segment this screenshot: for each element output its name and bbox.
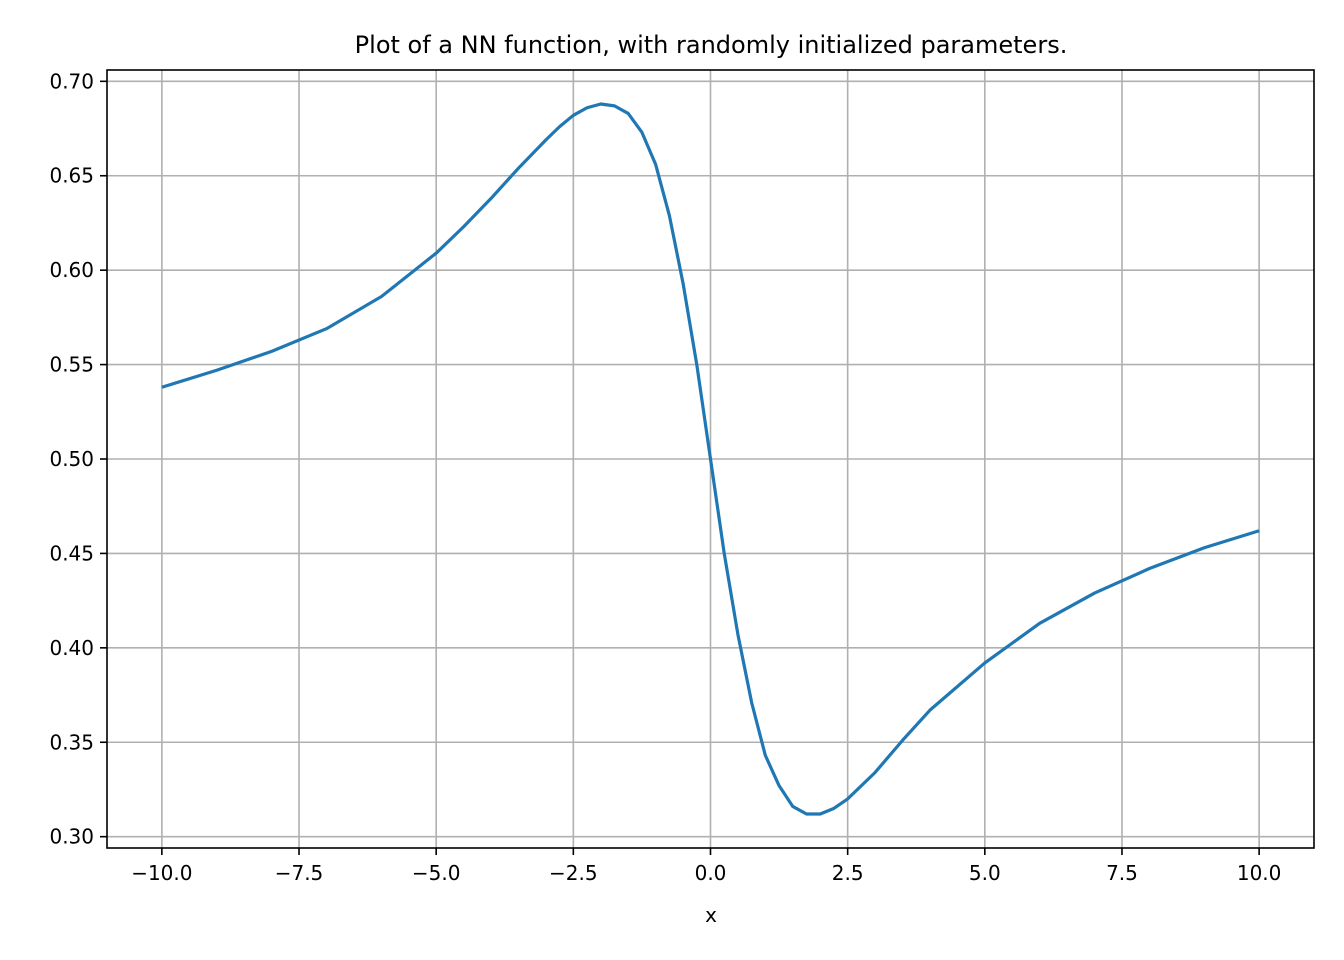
- y-tick-label: 0.65: [49, 164, 94, 188]
- x-tick-label: 10.0: [1237, 861, 1282, 885]
- y-tick-label: 0.70: [49, 69, 94, 93]
- chart-title: Plot of a NN function, with randomly ini…: [355, 31, 1068, 59]
- x-tick-label: 2.5: [832, 861, 864, 885]
- y-tick-label: 0.60: [49, 258, 94, 282]
- x-tick-label: 7.5: [1106, 861, 1138, 885]
- y-tick-label: 0.50: [49, 447, 94, 471]
- x-axis: −10.0 −7.5 −5.0 −2.5 0.0 2.5 5.0 7.5 10.0: [131, 848, 1281, 885]
- x-tick-label: −5.0: [412, 861, 461, 885]
- x-tick-label: −10.0: [131, 861, 192, 885]
- y-tick-label: 0.40: [49, 636, 94, 660]
- x-axis-label: x: [705, 903, 717, 927]
- y-tick-label: 0.35: [49, 730, 94, 754]
- x-tick-label: −2.5: [549, 861, 598, 885]
- series-layer: [161, 102, 1260, 816]
- y-tick-label: 0.30: [49, 825, 94, 849]
- x-tick-label: −7.5: [275, 861, 324, 885]
- y-tick-label: 0.45: [49, 541, 94, 565]
- y-tick-label: 0.55: [49, 353, 94, 377]
- series-line: [161, 102, 1260, 816]
- x-tick-label: 5.0: [969, 861, 1001, 885]
- y-axis: 0.30 0.35 0.40 0.45 0.50 0.55 0.60 0.65 0.70: [49, 69, 107, 849]
- x-tick-label: 0.0: [695, 861, 727, 885]
